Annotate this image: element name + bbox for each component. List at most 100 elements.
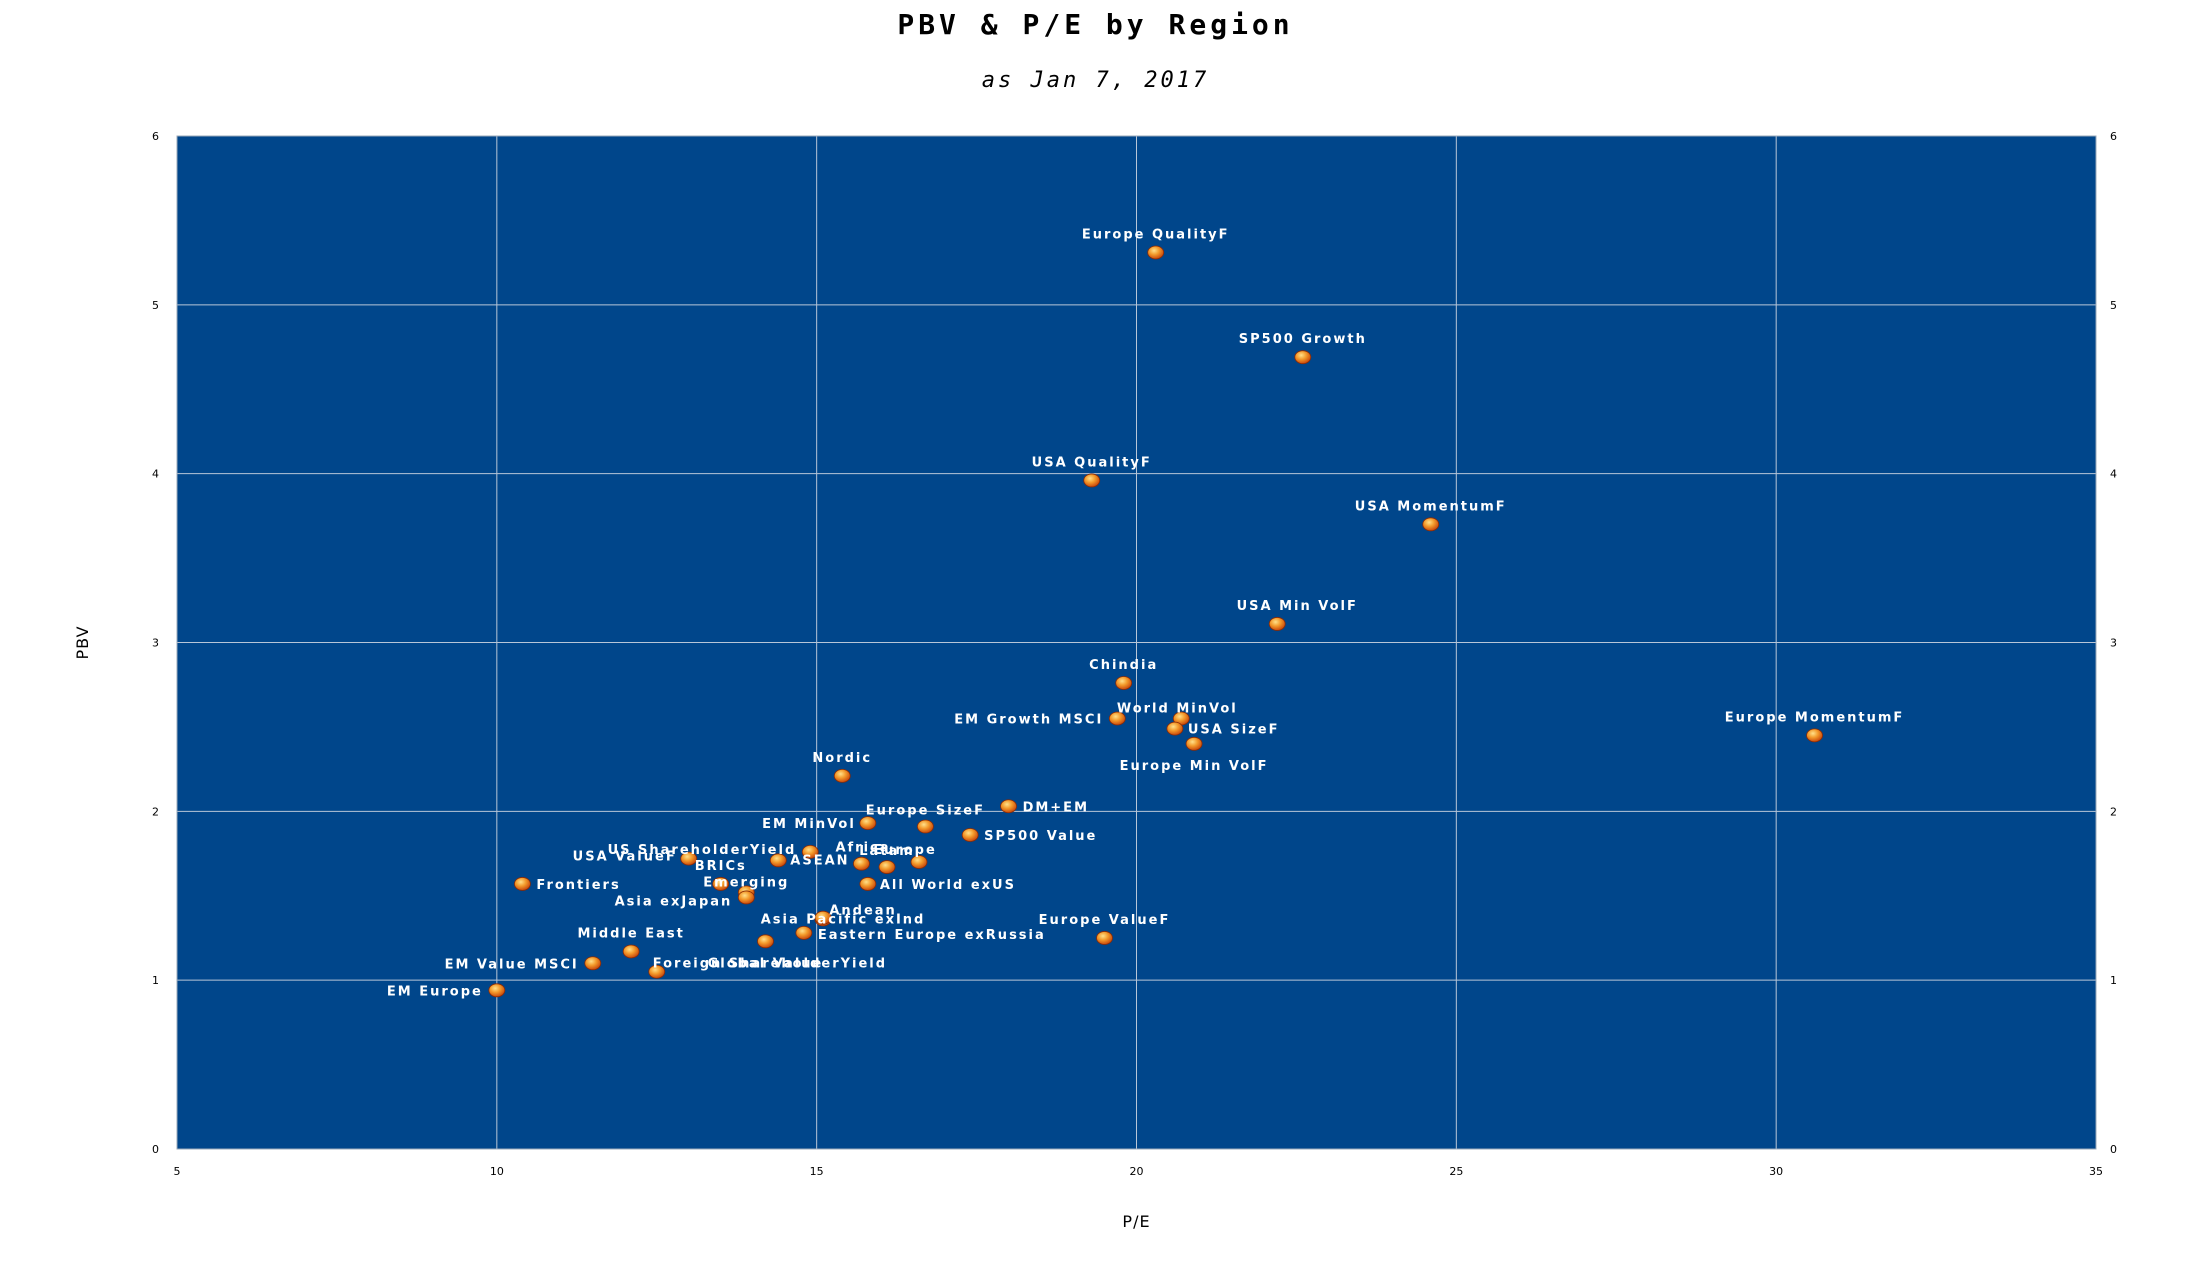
data-point <box>1000 799 1017 814</box>
y-tick-label-left: 4 <box>152 468 159 481</box>
data-point-label: Frontiers <box>536 878 620 893</box>
data-point-label: Chindia <box>1089 658 1158 673</box>
y-tick-label-left: 5 <box>152 299 159 312</box>
data-point <box>737 890 755 905</box>
x-tick-label: 25 <box>1449 1165 1463 1178</box>
data-point <box>514 877 531 891</box>
data-point-label: Emerging <box>703 875 789 890</box>
data-point <box>680 851 698 866</box>
data-point-label: Andean <box>829 904 896 919</box>
axis-ticks: 5 10 15 20 25 30 35 0 0 1 1 2 2 3 3 4 4 5 5 6 6 <box>152 130 2117 1178</box>
data-point <box>833 768 851 783</box>
x-tick-label: 35 <box>2089 1165 2103 1178</box>
data-point <box>622 944 640 959</box>
data-point <box>878 860 896 874</box>
y-tick-label-left: 0 <box>152 1143 159 1156</box>
data-point <box>917 819 934 834</box>
data-point-label: Global Value <box>708 956 824 971</box>
data-points <box>488 245 1823 998</box>
x-tick-label: 5 <box>174 1165 181 1178</box>
data-point-label: US ShareholderYield <box>608 843 797 858</box>
y-axis-label: PBV <box>73 625 92 659</box>
x-axis-label: P/E <box>1122 1212 1150 1231</box>
y-tick-label-left: 1 <box>152 974 159 987</box>
data-point <box>769 853 787 868</box>
data-point <box>801 844 819 859</box>
data-point-label: Europe <box>873 843 937 858</box>
data-point-label: ASEAN <box>790 853 849 868</box>
data-point <box>584 956 602 971</box>
data-point-label: USA Min VolF <box>1237 599 1358 614</box>
data-point-label: SP500 Growth <box>1239 332 1367 347</box>
data-point-label: Europe MomentumF <box>1725 710 1905 725</box>
y-tick-label-left: 3 <box>152 637 159 650</box>
data-point-label: BRICs <box>695 859 747 874</box>
x-tick-label: 20 <box>1130 1165 1144 1178</box>
data-point <box>648 964 666 979</box>
data-point <box>1096 931 1113 945</box>
data-point-label: World MinVol <box>1117 701 1238 716</box>
y-tick-label-left: 6 <box>152 130 159 143</box>
data-point-label: Africa <box>835 841 890 856</box>
data-point <box>961 828 979 842</box>
data-point-label: Eastern Europe exRussia <box>818 928 1046 943</box>
x-tick-label: 10 <box>490 1165 504 1178</box>
data-point <box>1108 711 1126 726</box>
y-tick-label-right: 0 <box>2110 1143 2117 1156</box>
data-point <box>859 877 877 891</box>
gridlines <box>176 135 2097 1150</box>
data-point <box>1083 473 1101 488</box>
data-point <box>814 910 832 925</box>
data-point <box>795 925 813 940</box>
chart-subtitle: as Jan 7, 2017 <box>981 68 1210 93</box>
data-point-label: Nordic <box>812 751 872 766</box>
x-tick-label: 15 <box>810 1165 824 1178</box>
data-point-label: Foreign ShareholderYield <box>653 957 887 972</box>
data-point-label: DM+EM <box>1023 800 1089 815</box>
data-point <box>712 877 730 891</box>
data-point <box>910 855 928 869</box>
data-point-label: EM Value MSCI <box>445 957 579 972</box>
data-point-label: USA QualityF <box>1032 455 1152 470</box>
data-point-label: EM Europe <box>387 984 483 999</box>
data-point <box>1422 517 1440 532</box>
data-labels: Europe QualityF SP500 Growth USA QualityF U… <box>387 227 1905 999</box>
data-point <box>853 856 870 871</box>
y-tick-label-right: 4 <box>2110 468 2117 481</box>
data-point-label: USA MomentumF <box>1355 499 1507 514</box>
data-point-label: Asia Pacific exInd <box>761 912 926 927</box>
data-point-label: Europe Min VolF <box>1120 759 1269 774</box>
y-tick-label-right: 2 <box>2110 805 2117 818</box>
plot-border <box>176 135 2097 1150</box>
chart-title: PBV & P/E by Region <box>897 8 1294 41</box>
y-tick-label-right: 1 <box>2110 974 2117 987</box>
data-point-label: USA SizeF <box>1188 723 1280 738</box>
y-tick-label-right: 6 <box>2110 130 2117 143</box>
data-point-label: Europe QualityF <box>1082 227 1230 242</box>
data-point <box>1806 728 1823 743</box>
data-point <box>1115 676 1133 690</box>
data-point-label: Europe SizeF <box>866 804 985 819</box>
data-point <box>1147 245 1165 260</box>
data-point-label: USA ValueF <box>573 850 677 865</box>
y-tick-label-right: 3 <box>2110 637 2117 650</box>
data-point-label: Middle East <box>577 926 684 941</box>
data-point-label: Asia exJapan <box>615 894 733 909</box>
data-point <box>1268 617 1286 631</box>
x-tick-label: 30 <box>1769 1165 1783 1178</box>
data-point-label: Latam <box>859 844 915 859</box>
data-point-label: EM MinVol <box>762 817 856 832</box>
data-point <box>757 934 774 949</box>
data-point <box>1294 350 1312 365</box>
data-point-label: All World exUS <box>880 878 1016 893</box>
data-point-label: Europe ValueF <box>1039 913 1171 928</box>
data-point <box>488 983 506 998</box>
data-point <box>1185 736 1203 751</box>
data-point-label: EM Growth MSCI <box>954 712 1103 727</box>
data-point <box>859 816 877 831</box>
data-point-label: SP500 Value <box>984 829 1097 844</box>
data-point <box>1166 721 1184 736</box>
y-tick-label-right: 5 <box>2110 299 2117 312</box>
y-tick-label-left: 2 <box>152 805 159 818</box>
